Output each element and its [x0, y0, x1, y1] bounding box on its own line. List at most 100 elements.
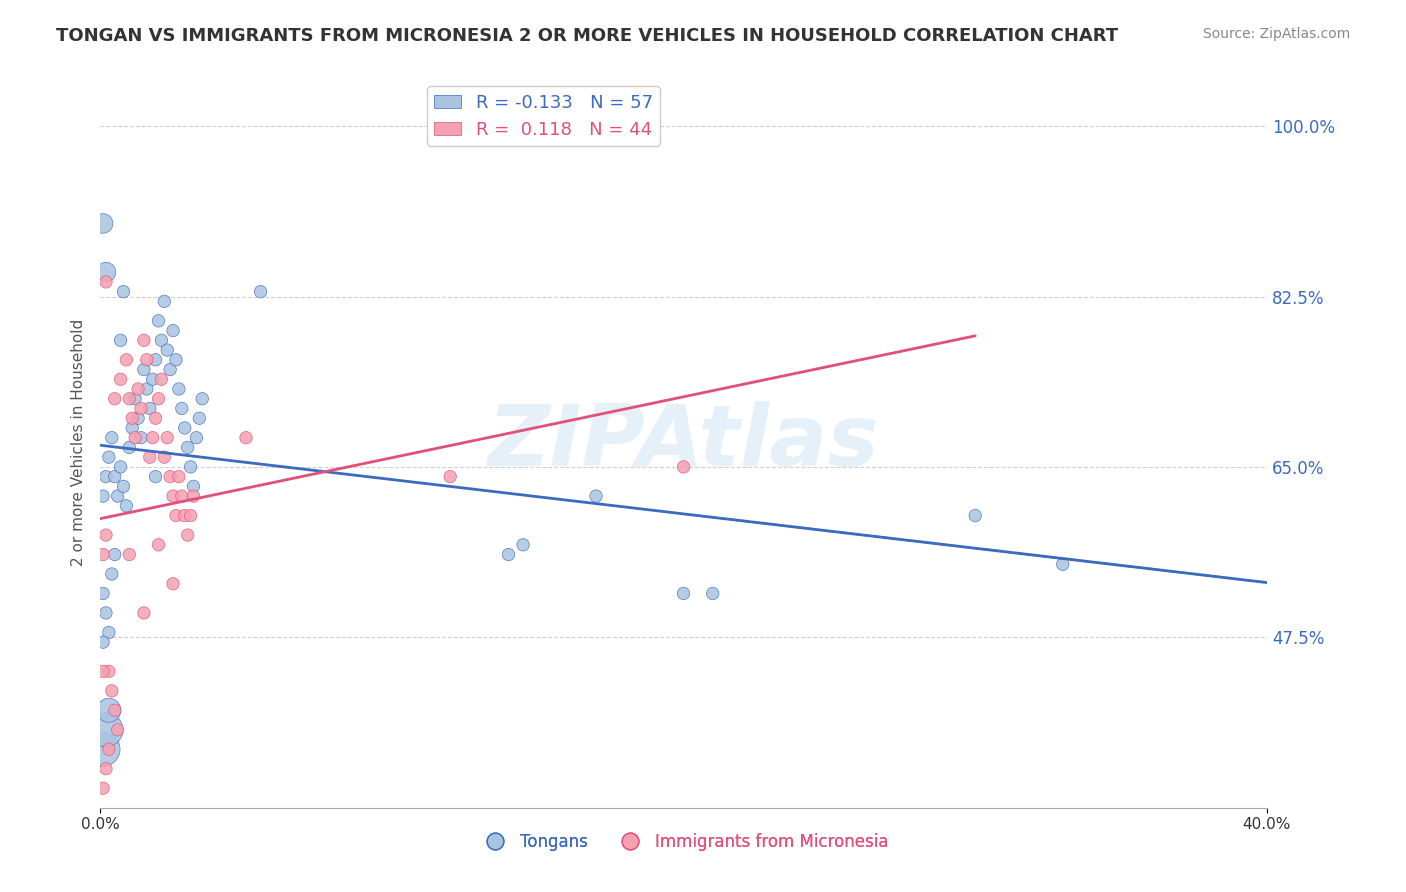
Point — [91, 548, 114, 562]
Point — [180, 508, 202, 523]
Point — [173, 508, 195, 523]
Point — [97, 665, 120, 679]
Point — [249, 285, 271, 299]
Point — [135, 352, 157, 367]
Point — [91, 217, 114, 231]
Point — [167, 382, 190, 396]
Point — [118, 548, 141, 562]
Point — [159, 469, 181, 483]
Point — [170, 489, 193, 503]
Point — [142, 431, 165, 445]
Point — [110, 334, 132, 348]
Text: Source: ZipAtlas.com: Source: ZipAtlas.com — [1202, 27, 1350, 41]
Point — [173, 421, 195, 435]
Point — [94, 265, 117, 279]
Point — [702, 586, 724, 600]
Point — [127, 382, 149, 396]
Point — [115, 352, 138, 367]
Point — [183, 479, 205, 493]
Point — [153, 450, 176, 465]
Point — [176, 441, 198, 455]
Point — [183, 489, 205, 503]
Point — [156, 343, 179, 357]
Point — [167, 469, 190, 483]
Point — [101, 683, 124, 698]
Point — [138, 401, 160, 416]
Point — [91, 586, 114, 600]
Point — [672, 459, 695, 474]
Point — [498, 548, 520, 562]
Point — [94, 528, 117, 542]
Point — [97, 625, 120, 640]
Point — [132, 334, 155, 348]
Point — [94, 275, 117, 289]
Point — [94, 762, 117, 776]
Point — [148, 538, 170, 552]
Point — [91, 635, 114, 649]
Point — [121, 411, 143, 425]
Point — [672, 586, 695, 600]
Point — [191, 392, 214, 406]
Point — [512, 538, 534, 552]
Point — [162, 576, 184, 591]
Point — [104, 548, 127, 562]
Point — [150, 334, 173, 348]
Point — [127, 411, 149, 425]
Point — [91, 489, 114, 503]
Point — [132, 362, 155, 376]
Point — [439, 469, 461, 483]
Point — [150, 372, 173, 386]
Point — [94, 723, 117, 737]
Point — [156, 431, 179, 445]
Point — [145, 352, 167, 367]
Point — [112, 479, 135, 493]
Point — [101, 431, 124, 445]
Point — [110, 459, 132, 474]
Point — [91, 665, 114, 679]
Point — [162, 489, 184, 503]
Point — [112, 285, 135, 299]
Point — [180, 459, 202, 474]
Point — [142, 372, 165, 386]
Point — [107, 489, 129, 503]
Point — [124, 431, 146, 445]
Point — [91, 742, 114, 756]
Point — [165, 352, 187, 367]
Text: TONGAN VS IMMIGRANTS FROM MICRONESIA 2 OR MORE VEHICLES IN HOUSEHOLD CORRELATION: TONGAN VS IMMIGRANTS FROM MICRONESIA 2 O… — [56, 27, 1118, 45]
Point — [145, 469, 167, 483]
Point — [118, 392, 141, 406]
Point — [121, 421, 143, 435]
Point — [145, 411, 167, 425]
Point — [138, 450, 160, 465]
Point — [585, 489, 607, 503]
Legend: Tongans, Immigrants from Micronesia: Tongans, Immigrants from Micronesia — [472, 826, 896, 858]
Point — [104, 392, 127, 406]
Point — [186, 431, 208, 445]
Point — [97, 742, 120, 756]
Y-axis label: 2 or more Vehicles in Household: 2 or more Vehicles in Household — [72, 319, 86, 566]
Point — [188, 411, 211, 425]
Text: ZIPAtlas: ZIPAtlas — [488, 401, 879, 484]
Point — [170, 401, 193, 416]
Point — [97, 450, 120, 465]
Point — [124, 392, 146, 406]
Point — [153, 294, 176, 309]
Point — [115, 499, 138, 513]
Point — [104, 703, 127, 717]
Point — [135, 382, 157, 396]
Point — [235, 431, 257, 445]
Point — [1052, 558, 1074, 572]
Point — [97, 703, 120, 717]
Point — [94, 469, 117, 483]
Point — [159, 362, 181, 376]
Point — [148, 392, 170, 406]
Point — [129, 401, 152, 416]
Point — [132, 606, 155, 620]
Point — [94, 606, 117, 620]
Point — [101, 566, 124, 581]
Point — [176, 528, 198, 542]
Point — [104, 469, 127, 483]
Point — [118, 441, 141, 455]
Point — [110, 372, 132, 386]
Point — [91, 781, 114, 796]
